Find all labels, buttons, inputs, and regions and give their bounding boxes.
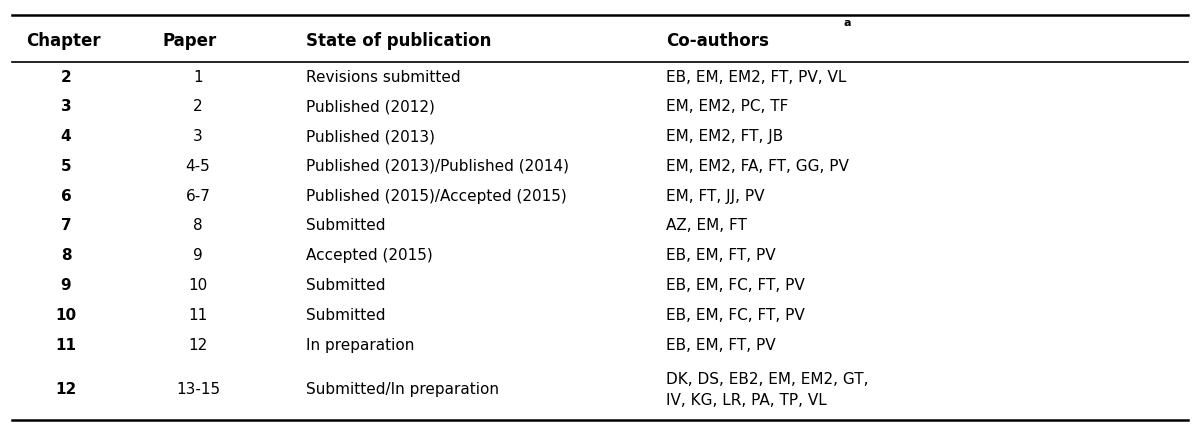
Text: 7: 7 xyxy=(61,218,71,233)
Text: State of publication: State of publication xyxy=(306,32,491,50)
Text: 11: 11 xyxy=(55,338,77,353)
Text: a: a xyxy=(844,18,851,28)
Text: Published (2013): Published (2013) xyxy=(306,129,436,144)
Text: 10: 10 xyxy=(188,278,208,293)
Text: Published (2015)/Accepted (2015): Published (2015)/Accepted (2015) xyxy=(306,189,566,204)
Text: 9: 9 xyxy=(193,248,203,263)
Text: Submitted: Submitted xyxy=(306,308,385,323)
Text: 13-15: 13-15 xyxy=(176,382,220,397)
Text: Chapter: Chapter xyxy=(26,32,101,50)
Text: 2: 2 xyxy=(193,100,203,115)
Text: EM, FT, JJ, PV: EM, FT, JJ, PV xyxy=(666,189,764,204)
Text: 12: 12 xyxy=(55,382,77,397)
Text: DK, DS, EB2, EM, EM2, GT,
IV, KG, LR, PA, TP, VL: DK, DS, EB2, EM, EM2, GT, IV, KG, LR, PA… xyxy=(666,372,869,408)
Text: Submitted: Submitted xyxy=(306,218,385,233)
Text: 8: 8 xyxy=(61,248,71,263)
Text: 4: 4 xyxy=(61,129,71,144)
Text: Published (2012): Published (2012) xyxy=(306,100,434,115)
Text: 9: 9 xyxy=(61,278,71,293)
Text: EM, EM2, FT, JB: EM, EM2, FT, JB xyxy=(666,129,784,144)
Text: AZ, EM, FT: AZ, EM, FT xyxy=(666,218,746,233)
Text: 11: 11 xyxy=(188,308,208,323)
Text: EB, EM, FC, FT, PV: EB, EM, FC, FT, PV xyxy=(666,278,805,293)
Text: 6-7: 6-7 xyxy=(186,189,210,204)
Text: 3: 3 xyxy=(61,100,71,115)
Text: 1: 1 xyxy=(193,69,203,85)
Text: Published (2013)/Published (2014): Published (2013)/Published (2014) xyxy=(306,159,569,174)
Text: EM, EM2, PC, TF: EM, EM2, PC, TF xyxy=(666,100,788,115)
Text: 2: 2 xyxy=(61,69,71,85)
Text: Submitted/In preparation: Submitted/In preparation xyxy=(306,382,499,397)
Text: 12: 12 xyxy=(188,338,208,353)
Text: EB, EM, FT, PV: EB, EM, FT, PV xyxy=(666,338,775,353)
Text: Accepted (2015): Accepted (2015) xyxy=(306,248,433,263)
Text: Revisions submitted: Revisions submitted xyxy=(306,69,461,85)
Text: Paper: Paper xyxy=(162,32,216,50)
Text: 5: 5 xyxy=(61,159,71,174)
Text: Co-authors: Co-authors xyxy=(666,32,769,50)
Text: 10: 10 xyxy=(55,308,77,323)
Text: 8: 8 xyxy=(193,218,203,233)
Text: EB, EM, EM2, FT, PV, VL: EB, EM, EM2, FT, PV, VL xyxy=(666,69,846,85)
Text: EB, EM, FT, PV: EB, EM, FT, PV xyxy=(666,248,775,263)
Text: In preparation: In preparation xyxy=(306,338,414,353)
Text: EB, EM, FC, FT, PV: EB, EM, FC, FT, PV xyxy=(666,308,805,323)
Text: 4-5: 4-5 xyxy=(186,159,210,174)
Text: Submitted: Submitted xyxy=(306,278,385,293)
Text: 6: 6 xyxy=(61,189,71,204)
Text: 3: 3 xyxy=(193,129,203,144)
Text: EM, EM2, FA, FT, GG, PV: EM, EM2, FA, FT, GG, PV xyxy=(666,159,848,174)
